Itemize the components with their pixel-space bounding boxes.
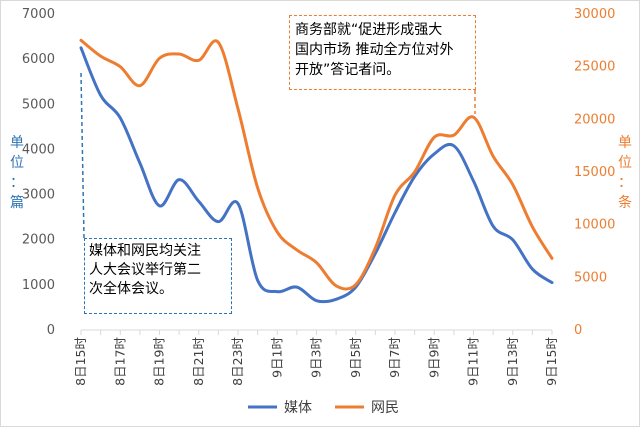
annotation-media-line-3: 次全体会议。 [89,281,173,297]
series-line-net [79,38,554,291]
y-right-tick-label: 5000 [574,270,607,285]
x-tick-label: 9日7时 [387,337,402,378]
y-left-tick-label: 7000 [22,7,55,22]
y-left-tick-label: 5000 [22,97,55,112]
annotation-net-line-3: 开放”答记者问。 [295,62,401,78]
y-right-tick-label: 20000 [574,112,615,127]
annotation-media-line-1: 媒体和网民均关注 [89,243,201,259]
y-left-tick-label: 0 [47,323,55,338]
legend-label-media: 媒体 [284,400,312,416]
x-tick-label: 8日19时 [152,337,167,386]
x-tick-label: 9日15时 [544,337,559,386]
x-tick-label: 8日15时 [73,337,88,386]
annotation-media-line-2: 人大会议举行第二 [89,262,201,278]
y-right-tick-label: 15000 [574,165,615,180]
x-tick-label: 9日11时 [466,337,481,386]
annotation-media: 媒体和网民均关注 人大会议举行第二 次全体会议。 [84,238,232,314]
x-tick-label: 9日3时 [309,337,324,378]
x-tick-label: 9日5时 [348,337,363,378]
y-right-tick-label: 10000 [574,218,615,233]
y-left-tick-label: 1000 [22,278,55,293]
x-tick-label: 8日21时 [191,337,206,386]
x-tick-label: 8日17时 [112,337,127,386]
x-tick-label: 9日9时 [426,337,441,378]
annotation-media-leader [80,72,85,239]
x-tick-label: 9日1时 [269,337,284,378]
series-line-media [79,46,554,304]
y-right-axis-title: 单位：条 [618,135,632,211]
annotation-net: 商务部就“促进形成强大 国内市场 推动全方位对外 开放”答记者问。 [289,15,476,90]
legend-label-net: 网民 [371,400,399,416]
x-tick-label: 9日13时 [505,337,520,386]
y-right-tick-label: 25000 [574,60,615,75]
annotation-net-line-2: 国内市场 推动全方位对外 [295,42,454,58]
y-left-tick-label: 6000 [22,52,55,67]
y-left-tick-label: 2000 [22,233,55,248]
y-left-tick-label: 4000 [22,142,55,157]
x-tick-label: 8日23时 [230,337,245,386]
annotation-net-line-1: 商务部就“促进形成强大 [295,22,443,38]
y-right-tick-label: 30000 [574,7,615,22]
y-right-tick-label: 0 [574,323,582,338]
y-left-tick-label: 3000 [22,188,55,203]
y-left-axis-title: 单位：篇 [10,135,24,211]
